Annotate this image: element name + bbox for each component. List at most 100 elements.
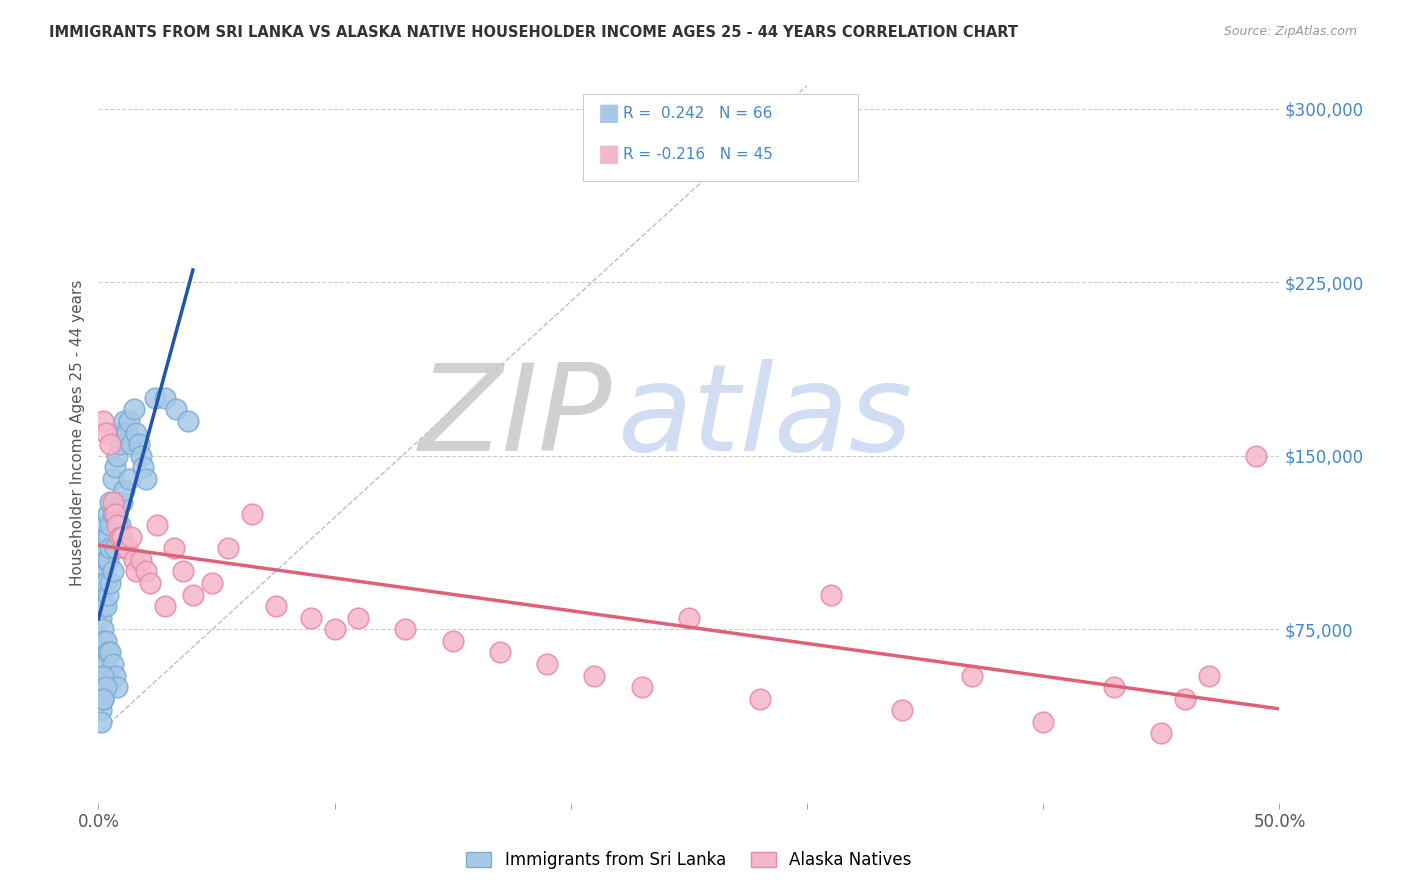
Point [90, 588, 112, 602]
Point [112, 414, 135, 428]
Point [820, 588, 842, 602]
Text: ZIP: ZIP [419, 359, 612, 476]
Text: R = -0.216   N = 45: R = -0.216 N = 45 [623, 147, 773, 161]
Point [122, 553, 145, 567]
Point [91, 599, 114, 614]
Point [132, 460, 155, 475]
Point [105, 507, 128, 521]
Point [153, 391, 176, 405]
Point [1198, 668, 1220, 682]
Point [181, 588, 204, 602]
Point [91, 668, 114, 682]
Point [90, 610, 112, 624]
Point [91, 691, 114, 706]
Point [347, 610, 370, 624]
Point [135, 565, 157, 579]
Legend: Immigrants from Sri Lanka, Alaska Natives: Immigrants from Sri Lanka, Alaska Native… [460, 845, 918, 876]
Point [101, 495, 124, 509]
Point [121, 437, 143, 451]
Point [97, 530, 120, 544]
Point [122, 402, 145, 417]
Point [264, 599, 287, 614]
Point [90, 714, 112, 729]
Point [748, 691, 770, 706]
Point [1150, 726, 1173, 740]
Point [91, 622, 114, 636]
Point [94, 553, 117, 567]
Point [91, 541, 114, 556]
Point [105, 680, 128, 694]
Text: ■: ■ [598, 102, 620, 125]
Point [90, 565, 112, 579]
Point [115, 541, 138, 556]
Point [115, 425, 138, 440]
Text: atlas: atlas [619, 359, 914, 476]
Point [118, 414, 141, 428]
Point [105, 449, 128, 463]
Point [97, 507, 120, 521]
Point [112, 541, 135, 556]
Point [98, 518, 121, 533]
Point [1174, 691, 1197, 706]
Point [129, 449, 152, 463]
Text: ■: ■ [598, 143, 620, 166]
Point [97, 553, 120, 567]
Point [104, 460, 127, 475]
Point [94, 530, 117, 544]
Point [91, 691, 114, 706]
Point [217, 541, 239, 556]
Point [1032, 714, 1054, 729]
Point [108, 437, 131, 451]
Point [98, 645, 121, 659]
Point [129, 553, 152, 567]
Point [1102, 680, 1125, 694]
Point [104, 668, 127, 682]
Point [111, 495, 134, 509]
Point [98, 541, 121, 556]
Point [125, 565, 148, 579]
Point [128, 437, 150, 451]
Point [111, 530, 134, 544]
Point [112, 483, 135, 498]
Point [98, 495, 121, 509]
Point [101, 565, 124, 579]
Point [163, 541, 186, 556]
Point [441, 633, 464, 648]
Point [91, 633, 114, 648]
Point [299, 610, 322, 624]
Point [94, 657, 117, 671]
Point [108, 518, 131, 533]
Point [97, 668, 120, 682]
Point [962, 668, 984, 682]
Point [583, 668, 606, 682]
Point [678, 610, 700, 624]
Point [323, 622, 346, 636]
Point [98, 437, 121, 451]
Point [108, 530, 131, 544]
Point [90, 680, 112, 694]
Point [101, 472, 124, 486]
Point [91, 414, 114, 428]
Point [394, 622, 416, 636]
Point [105, 518, 128, 533]
Point [101, 507, 124, 521]
Point [97, 645, 120, 659]
Point [201, 576, 224, 591]
Point [111, 425, 134, 440]
Point [91, 657, 114, 671]
Point [536, 657, 558, 671]
Point [94, 576, 117, 591]
Point [890, 703, 912, 717]
Point [98, 576, 121, 591]
Point [240, 507, 263, 521]
Point [146, 518, 169, 533]
Y-axis label: Householder Income Ages 25 - 44 years: Householder Income Ages 25 - 44 years [69, 279, 84, 586]
Point [94, 425, 117, 440]
Point [94, 633, 117, 648]
Point [172, 565, 194, 579]
Point [104, 507, 127, 521]
Point [104, 541, 127, 556]
Point [125, 425, 148, 440]
Point [91, 576, 114, 591]
Point [101, 657, 124, 671]
